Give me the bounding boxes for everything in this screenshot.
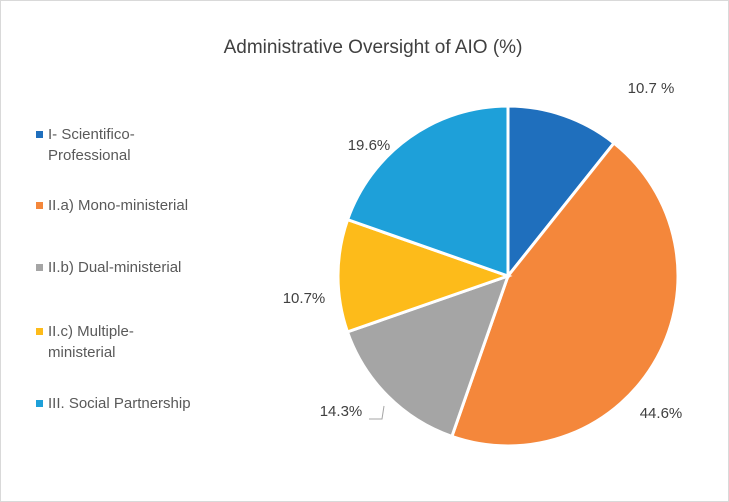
legend-item: II.b) Dual-ministerial (36, 257, 181, 278)
legend-item: II.a) Mono-ministerial (36, 195, 188, 216)
pie-slice (336, 217, 513, 334)
legend-item: III. Social Partnership (36, 393, 191, 414)
data-label: 10.7 % (628, 80, 675, 97)
legend-swatch (36, 131, 43, 138)
data-label: 14.3% (320, 403, 363, 420)
data-label: 10.7% (283, 290, 326, 307)
chart-title: Administrative Oversight of AIO (%) (224, 37, 523, 58)
leader-line (369, 405, 385, 420)
legend-label: II.c) Multiple-ministerial (48, 323, 134, 361)
legend-swatch (36, 328, 43, 335)
data-label: 44.6% (640, 405, 683, 422)
legend-label: II.a) Mono-ministerial (48, 197, 189, 214)
legend-swatch (36, 264, 43, 271)
pie-slice (506, 104, 617, 281)
legend-label: III. Social Partnership (48, 395, 191, 412)
pie-slice (345, 273, 511, 439)
legend-swatch (36, 400, 43, 407)
pie-slice (345, 104, 510, 279)
legend-label: I- Scientifico-Professional (48, 126, 135, 164)
legend-swatch (36, 202, 43, 209)
legend-label: II.b) Dual-ministerial (48, 259, 182, 276)
legend-item: II.c) Multiple-ministerial (36, 321, 198, 363)
pie-slice (449, 140, 680, 448)
legend-item: I- Scientifico-Professional (36, 124, 198, 166)
data-label: 19.6% (348, 137, 391, 154)
